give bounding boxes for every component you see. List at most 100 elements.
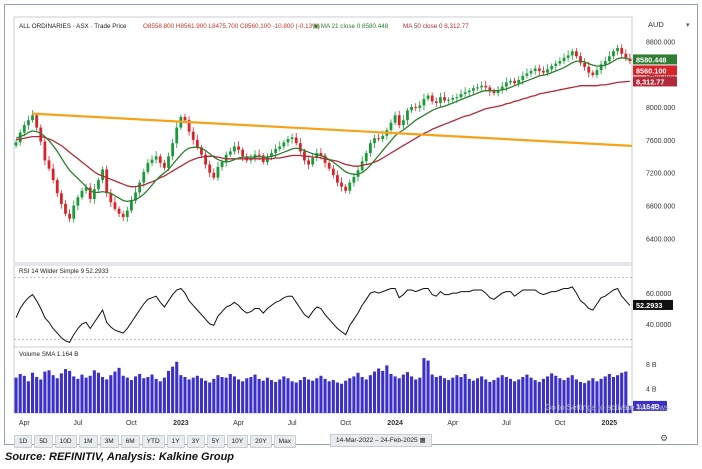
volume-bar — [611, 377, 616, 413]
chart-header-symbol: ALL ORDINARIES · ASX · Trade Price — [19, 23, 127, 30]
volume-bar — [195, 375, 199, 413]
candle-body — [315, 153, 319, 158]
candle-body — [290, 137, 294, 140]
volume-bar — [327, 381, 331, 413]
volume-bar — [616, 375, 620, 413]
candle-body — [492, 91, 496, 94]
volume-bar — [68, 370, 72, 413]
volume-badge-label: 1.164B — [636, 402, 660, 411]
range-button-ytd[interactable]: YTD — [141, 434, 165, 448]
candle-body — [336, 175, 339, 183]
candle-body — [51, 168, 55, 181]
candle-body — [191, 131, 195, 140]
range-button-20y[interactable]: 20Y — [250, 434, 272, 448]
volume-bar — [14, 377, 18, 413]
candle-body — [307, 160, 310, 165]
candle-body — [620, 47, 624, 54]
candle-body — [476, 87, 479, 89]
candle-body — [88, 187, 92, 199]
volume-bar — [335, 382, 339, 413]
range-button-1y[interactable]: 1Y — [166, 434, 185, 448]
price-tick-label: 8400.000 — [646, 72, 675, 79]
volume-bar — [224, 377, 228, 413]
volume-bar — [257, 378, 261, 413]
candle-body — [583, 62, 587, 67]
candle-body — [64, 203, 67, 214]
candle-body — [616, 47, 619, 52]
volume-bar — [47, 370, 51, 413]
x-tick-label: Jul — [502, 420, 511, 427]
price-tick-label: 7200.000 — [646, 171, 675, 178]
volume-bar — [208, 382, 212, 413]
candle-body — [331, 168, 335, 176]
x-tick-label: Jul — [73, 420, 82, 427]
x-tick-label: 2025 — [602, 420, 618, 427]
volume-bar — [253, 374, 257, 413]
candle-body — [504, 82, 508, 87]
volume-bar — [92, 370, 96, 413]
range-button-10y[interactable]: 10Y — [226, 434, 249, 448]
candle-body — [570, 51, 574, 56]
candle-body — [158, 156, 162, 163]
candle-body — [294, 137, 298, 144]
volume-bar — [105, 379, 109, 413]
candle-body — [278, 146, 282, 149]
candle-body — [471, 88, 475, 91]
range-button-10d[interactable]: 10D — [54, 434, 77, 448]
candle-body — [455, 97, 459, 99]
candle-body — [113, 202, 117, 209]
range-button-6m[interactable]: 6M — [120, 434, 140, 448]
candle-body — [200, 147, 203, 155]
candle-body — [393, 115, 397, 123]
date-range-selector[interactable]: 14-Mar-2022 – 24-Feb-2025 ▦ — [330, 434, 432, 447]
volume-bar — [282, 376, 286, 413]
volume-bar — [162, 377, 166, 413]
candle-body — [47, 160, 51, 169]
candle-body — [389, 122, 393, 131]
candle-body — [105, 169, 109, 194]
price-chart[interactable]: 8800.000 8400.000 8000.000 7600.000 7200.000… — [5, 5, 699, 446]
volume-bar — [265, 377, 269, 413]
candle-body — [27, 120, 30, 126]
candle-body — [171, 143, 175, 157]
candle-body — [447, 99, 451, 101]
volume-bar — [348, 378, 352, 413]
candle-body — [195, 139, 199, 148]
volume-bar — [442, 378, 447, 413]
volume-bar — [51, 375, 55, 413]
rsi-label: RSI 14 Wilder Simple 9 52.2933 — [19, 268, 109, 275]
windows-activation-watermark: Go to Settings to activate Windows. — [545, 403, 672, 412]
volume-bar — [187, 379, 191, 413]
candle-body — [628, 58, 632, 62]
volume-bar — [377, 368, 381, 413]
volume-bar — [138, 373, 142, 413]
volume-bar — [290, 381, 294, 413]
range-button-max[interactable]: Max — [273, 434, 296, 448]
candle-body — [562, 57, 566, 62]
volume-bar — [356, 372, 360, 413]
range-button-5y[interactable]: 5Y — [206, 434, 225, 448]
volume-bar — [385, 365, 389, 413]
range-button-5d[interactable]: 5D — [34, 434, 53, 448]
volume-tick-label: 8 B — [646, 362, 657, 369]
range-button-1m[interactable]: 1M — [78, 434, 98, 448]
range-button-1d[interactable]: 1D — [14, 434, 33, 448]
candle-body — [377, 138, 381, 140]
volume-bar — [364, 379, 368, 413]
volume-bar — [63, 369, 68, 413]
candle-body — [233, 146, 236, 152]
price-tick-label: 8000.000 — [646, 105, 675, 112]
range-button-3m[interactable]: 3M — [99, 434, 119, 448]
volume-bar — [475, 378, 480, 413]
candle-body — [443, 97, 446, 101]
candle-body — [554, 63, 558, 67]
candle-body — [72, 205, 76, 219]
candle-body — [566, 55, 570, 58]
x-tick-label: Apr — [447, 420, 459, 427]
volume-bar — [274, 381, 278, 413]
volume-bar — [269, 380, 274, 413]
gear-icon[interactable]: ⚙ — [660, 433, 669, 443]
volume-bar — [232, 376, 236, 413]
range-button-3y[interactable]: 3Y — [186, 434, 205, 448]
volume-bar — [484, 379, 488, 413]
